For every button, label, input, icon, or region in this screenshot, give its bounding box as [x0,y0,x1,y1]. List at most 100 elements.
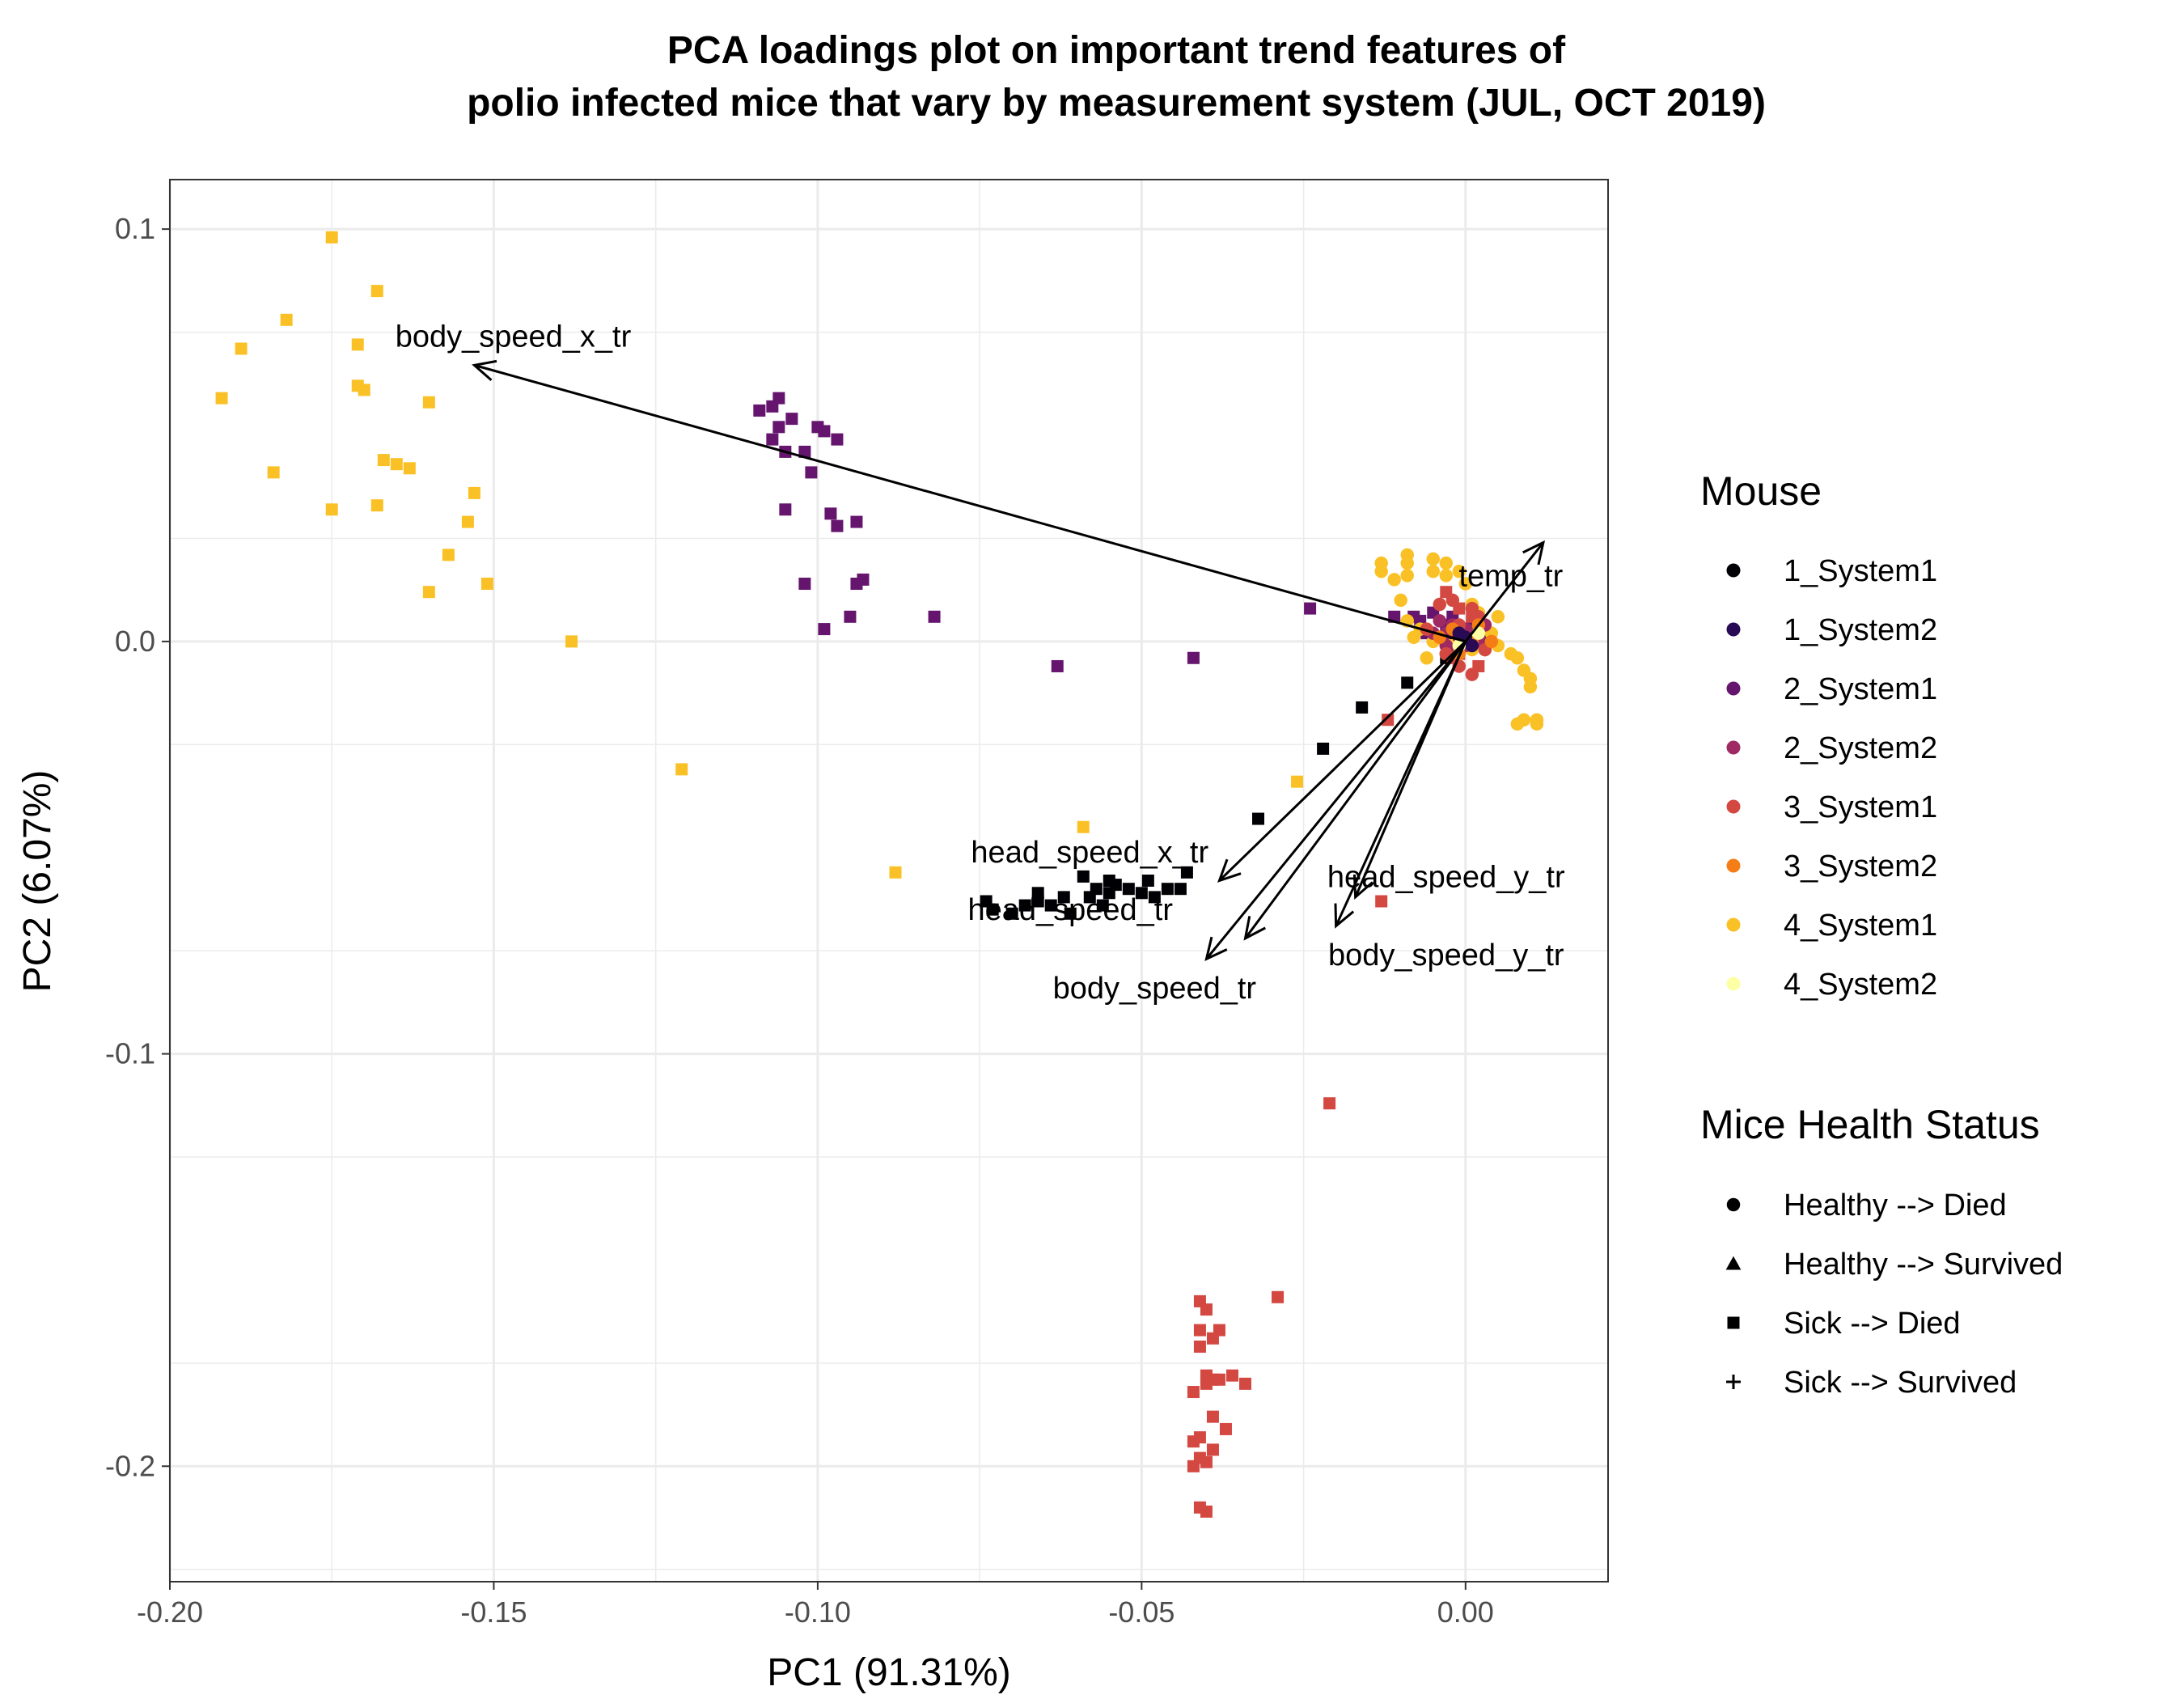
loading-arrow-line [1244,640,1467,939]
data-point [1291,775,1304,788]
data-point [1044,899,1057,912]
status-legend-label: Healthy --> Survived [1784,1248,2063,1282]
data-point [766,400,779,413]
loading-label: body_speed_y_tr [1328,938,1564,972]
data-point [1193,1324,1206,1337]
data-point [1200,1455,1213,1468]
data-point [850,578,863,591]
mouse-legend-label: 3_System1 [1784,790,1937,824]
data-points [215,231,1544,1518]
data-point [1141,875,1154,887]
x-tick-label: -0.20 [137,1595,203,1629]
data-point [1374,564,1388,578]
y-tick-label: -0.2 [105,1449,155,1482]
data-point [1018,899,1031,912]
data-point [422,586,435,599]
mouse-legend: Mouse 1_System1 1_System2 2_System1 2_Syste… [1700,468,1937,1002]
data-point [1005,907,1018,920]
data-point [779,503,792,516]
data-point [1148,891,1161,904]
x-tick-label: 0.00 [1437,1595,1494,1629]
data-point [1174,883,1187,896]
data-point [1426,552,1441,566]
data-point [235,342,248,355]
data-point [1382,714,1395,727]
data-point [422,396,435,409]
mouse-legend-label: 1_System2 [1784,613,1937,647]
data-point [1187,1460,1200,1472]
data-point [1135,887,1148,900]
status-legend-key [1726,1197,1741,1212]
x-tick-label: -0.10 [785,1595,851,1629]
data-point [325,231,338,244]
mouse-legend-key [1726,681,1741,696]
data-point [351,338,364,351]
data-point [831,519,844,532]
data-point [1387,573,1401,587]
data-point [442,549,455,561]
data-point [377,454,390,467]
data-point [1452,564,1467,578]
status-legend-label: Healthy --> Died [1784,1188,2007,1222]
loading-arrow-line [1218,640,1467,882]
loading-arrow-head [1522,540,1546,566]
data-point [325,503,338,516]
data-point [1077,820,1090,833]
data-point [390,458,403,471]
mouse-legend-key [1726,858,1741,873]
data-point [480,578,493,591]
x-tick-label: -0.05 [1108,1595,1175,1629]
mouse-legend-key [1726,563,1741,578]
data-point [1051,659,1064,672]
data-point [1238,1377,1251,1390]
data-point [1252,812,1265,825]
data-point [1213,1373,1225,1386]
data-point [1471,626,1486,640]
data-point [403,462,416,475]
data-point [1187,651,1200,664]
loading-arrow-head [1243,916,1266,941]
chart-title-line-2: polio infected mice that vary by measure… [467,82,1766,125]
mouse-legend-label: 2_System1 [1784,672,1937,706]
data-point [1064,907,1077,920]
data-point [824,507,837,520]
data-point [1219,1422,1232,1435]
data-point [1510,651,1525,665]
data-point [1077,870,1090,883]
status-legend-key [1727,1316,1740,1329]
data-point [1439,569,1454,583]
data-point [1400,569,1414,583]
chart-title-line-1: PCA loadings plot on important trend fea… [667,29,1566,72]
data-point [461,515,474,528]
data-point [1109,879,1122,892]
data-point [1206,1410,1219,1423]
data-point [785,413,798,426]
mouse-legend-label: 4_System1 [1784,909,1937,943]
data-point [805,466,818,479]
data-point [1206,1332,1219,1345]
data-point [818,425,831,438]
data-point [1323,1097,1336,1110]
data-point [1057,891,1070,904]
data-point [1433,597,1447,612]
data-point [928,610,941,623]
data-point [370,285,383,298]
data-point [1187,1435,1200,1448]
data-point [1090,883,1103,896]
data-point [1445,593,1460,608]
data-point [675,763,688,776]
mouse-legend-label: 3_System2 [1784,850,1937,883]
data-point [1225,1369,1238,1382]
mouse-legend-label: 4_System2 [1784,968,1937,1002]
mouse-legend-title: Mouse [1700,468,1822,514]
y-axis-title: PC2 (6.07%) [16,770,59,993]
data-point [986,903,999,916]
data-point [850,515,863,528]
mouse-legend-key [1726,977,1741,991]
data-point [1031,895,1044,908]
data-point [1458,577,1473,591]
loading-label: body_speed_tr [1053,972,1257,1006]
data-point [798,578,811,591]
loading-label: head_speed_x_tr [971,836,1208,870]
y-tick-label: 0.0 [115,625,155,658]
